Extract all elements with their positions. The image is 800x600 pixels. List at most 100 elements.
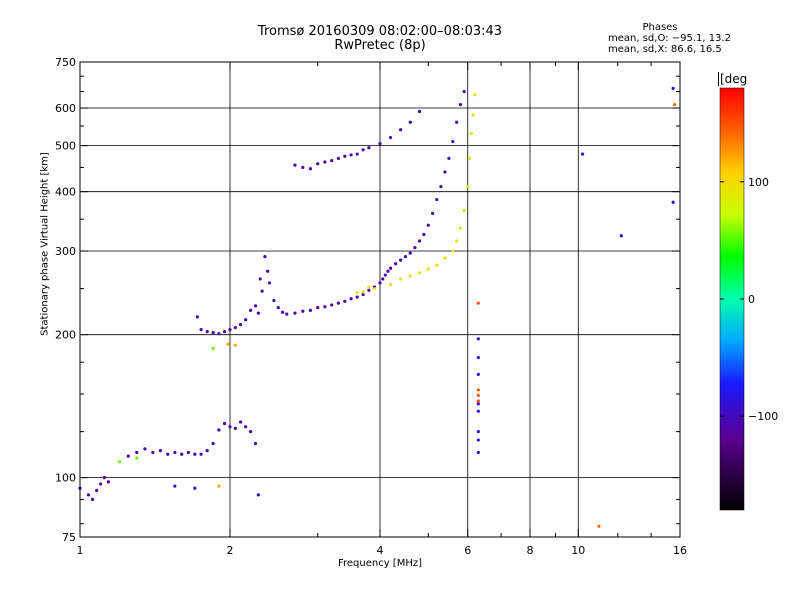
data-point — [86, 493, 91, 497]
data-point — [285, 312, 289, 316]
data-point — [173, 450, 177, 455]
data-point — [597, 524, 601, 528]
data-point — [272, 298, 276, 303]
data-point — [476, 402, 480, 406]
colorbar-unit-label: [deg — [718, 72, 748, 86]
data-point — [408, 274, 412, 278]
data-point — [193, 452, 197, 456]
data-point — [293, 311, 297, 315]
data-point — [211, 346, 215, 351]
y-axis-label: Stationary phase Virtual Height [km] — [39, 152, 51, 336]
y-tick-label: 200 — [55, 329, 76, 342]
data-point — [455, 120, 459, 124]
data-point — [343, 154, 347, 158]
axis-ticks: 1 2 4 6 8 10 16 75 100 200 300 400 500 600 750 — [55, 56, 687, 557]
data-point — [166, 452, 170, 456]
data-point — [267, 281, 272, 285]
y-tick-label: 300 — [55, 245, 76, 258]
data-point — [316, 162, 320, 166]
data-point — [388, 135, 393, 140]
data-point — [95, 488, 99, 493]
data-point — [186, 450, 190, 455]
data-point — [403, 254, 408, 259]
data-point — [260, 289, 264, 293]
data-point — [361, 290, 365, 294]
data-point — [413, 246, 417, 250]
x-tick-label: 16 — [673, 544, 687, 557]
data-point — [455, 239, 459, 243]
data-point — [238, 420, 243, 424]
data-point — [476, 393, 480, 397]
data-point — [367, 285, 371, 289]
data-point — [258, 277, 262, 281]
data-point — [386, 269, 390, 273]
data-point — [580, 152, 585, 156]
data-point — [378, 141, 382, 146]
data-point — [222, 421, 227, 426]
data-point — [263, 254, 267, 259]
data-point — [253, 304, 258, 308]
data-point — [301, 309, 305, 313]
y-tick-label: 600 — [55, 102, 76, 115]
data-point — [135, 456, 139, 460]
data-point — [469, 132, 473, 136]
data-point — [233, 426, 237, 430]
data-point — [408, 120, 412, 124]
data-point — [336, 301, 340, 305]
data-point — [228, 425, 232, 429]
data-point — [462, 208, 466, 213]
data-point — [443, 256, 447, 260]
data-point — [343, 299, 347, 303]
data-point — [426, 267, 430, 271]
data-point — [135, 450, 139, 455]
data-point — [388, 266, 393, 270]
data-point — [672, 103, 677, 107]
data-point — [249, 308, 253, 312]
data-point — [372, 287, 377, 291]
data-point — [451, 139, 455, 144]
data-point — [91, 497, 95, 501]
data-point — [417, 271, 422, 275]
data-point — [466, 184, 470, 189]
data-point — [447, 156, 451, 161]
data-point — [476, 399, 480, 403]
data-point — [249, 430, 253, 434]
y-tick-label: 75 — [62, 531, 76, 544]
phase-x-stats: mean, sd,X: 86.6, 16.5 — [608, 44, 722, 55]
y-tick-label: 500 — [55, 140, 76, 153]
data-point — [330, 159, 334, 163]
data-point — [316, 306, 320, 310]
data-point — [476, 337, 480, 341]
data-point — [99, 482, 103, 486]
x-tick-label: 10 — [571, 544, 585, 557]
data-point — [226, 342, 230, 346]
data-point — [222, 329, 227, 334]
data-point — [151, 450, 155, 455]
data-point — [336, 156, 340, 161]
data-point — [211, 441, 215, 446]
data-point — [158, 449, 163, 453]
data-point — [355, 291, 359, 295]
data-point — [451, 249, 455, 253]
data-point — [355, 295, 359, 299]
data-point — [476, 438, 480, 442]
data-point — [199, 327, 203, 332]
data-point — [193, 486, 197, 490]
x-tick-label: 2 — [227, 544, 234, 557]
colorbar-tick-label: −100 — [748, 410, 778, 423]
data-point — [476, 450, 480, 455]
grid-lines — [80, 62, 680, 537]
data-point — [244, 318, 248, 322]
data-point — [443, 170, 447, 174]
data-point — [399, 128, 403, 132]
data-point — [476, 409, 480, 413]
data-point — [422, 232, 426, 237]
data-point — [361, 148, 365, 152]
data-point — [195, 315, 199, 319]
data-point — [367, 288, 371, 292]
data-point — [383, 273, 387, 277]
y-tick-label: 100 — [55, 472, 76, 485]
data-point — [361, 292, 365, 297]
x-axis-label: Frequency [MHz] — [337, 558, 423, 569]
